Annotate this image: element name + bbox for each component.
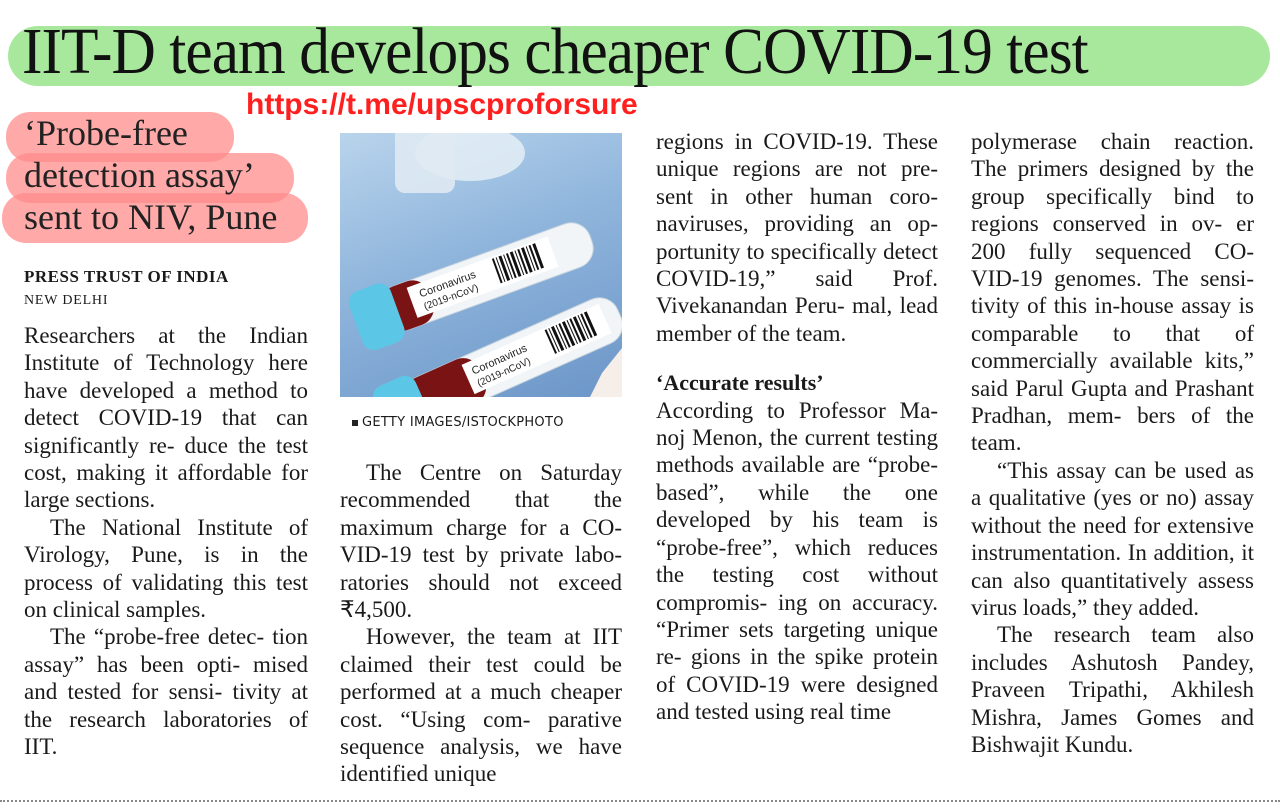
article-column-4: polymerase chain reaction. The primers d…: [971, 128, 1254, 758]
article-column-1: Researchers at the Indian Institute of T…: [24, 322, 308, 761]
subheadline-line: sent to NIV, Pune: [24, 197, 278, 237]
headline-block: IIT-D team develops cheaper COVID-19 tes…: [8, 12, 1270, 88]
photo-caption: GETTY IMAGES/ISTOCKPHOTO: [352, 415, 564, 430]
promo-link[interactable]: https://t.me/upscproforsure: [246, 88, 638, 121]
paragraph: polymerase chain reaction. The primers d…: [971, 129, 1254, 456]
paragraph: However, the team at IIT claimed their t…: [340, 624, 622, 787]
paragraph: Researchers at the Indian Institute of T…: [24, 323, 308, 513]
subheadline-line: ‘Probe-free: [24, 113, 188, 153]
paragraph: regions in COVID-19. These unique region…: [656, 129, 938, 346]
byline: PRESS TRUST OF INDIA: [24, 267, 229, 286]
paragraph: The National Institute of Virology, Pune…: [24, 514, 308, 623]
paragraph: The “probe-free detec- tion assay” has b…: [24, 624, 308, 760]
headline-highlight: [8, 26, 1270, 86]
dotted-divider: [0, 800, 1280, 802]
paragraph: The Centre on Saturday recommended that …: [340, 460, 622, 623]
test-tubes-illustration: Coronavirus (2019-nCoV) Coronavirus (201…: [348, 133, 622, 397]
subheadline: ‘Probe-free detection assay’ sent to NIV…: [24, 112, 324, 238]
news-photo: Coronavirus (2019-nCoV) Coronavirus (201…: [340, 133, 622, 397]
paragraph: “This assay can be used as a qualitative…: [971, 457, 1254, 620]
paragraph: The research team also includes Ashutosh…: [971, 622, 1254, 757]
square-bullet-icon: [352, 419, 358, 426]
headline: IIT-D team develops cheaper COVID-19 tes…: [22, 15, 1089, 88]
subheadline-highlight: [2, 193, 308, 243]
section-subhead: ‘Accurate results’: [656, 370, 824, 396]
article-column-2: The Centre on Saturday recommended that …: [340, 459, 622, 788]
dateline: NEW DELHI: [24, 293, 109, 308]
barcode-icon: [491, 243, 544, 284]
subheadline-line: detection assay’: [24, 155, 255, 195]
article-column-3: regions in COVID-19. These unique region…: [656, 128, 938, 726]
barcode-icon: [544, 311, 598, 354]
paragraph: According to Professor Ma- noj Menon, th…: [656, 397, 938, 725]
photo-caption-text: GETTY IMAGES/ISTOCKPHOTO: [362, 415, 564, 430]
